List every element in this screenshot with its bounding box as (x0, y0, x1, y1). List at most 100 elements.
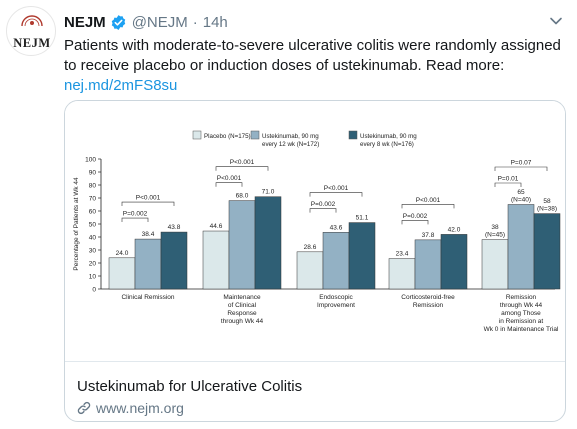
bar-value-label: 42.0 (448, 226, 461, 233)
timestamp[interactable]: 14h (202, 13, 228, 31)
legend-label: Ustekinumab, 90 mg (360, 133, 417, 140)
chart-bar (322, 232, 350, 290)
card-domain-text: www.nejm.org (96, 400, 184, 416)
significance-bracket (121, 217, 149, 223)
y-tick-label: 50 (89, 221, 97, 228)
significance-bracket (215, 182, 243, 187)
significance-bracket (121, 201, 175, 207)
p-value-label: P=0.002 (123, 211, 148, 218)
tweet-header: NEJM @NEJM · 14h (64, 12, 228, 32)
category-label: among Those (501, 310, 541, 317)
tweet-link[interactable]: nej.md/2mFS8su (64, 77, 178, 94)
bar-value-label: 43.6 (330, 224, 343, 231)
category-label: Remission (506, 294, 537, 301)
chart-bar (134, 238, 162, 290)
p-value-label: P<0.001 (136, 195, 161, 202)
bar-value-label: 43.8 (168, 224, 181, 231)
p-value-label: P<0.001 (324, 185, 349, 192)
legend-label: Ustekinumab, 90 mg (262, 133, 319, 140)
bar-value-label: 51.1 (356, 215, 369, 222)
chart-bar (228, 200, 256, 290)
legend-label: every 12 wk (N=172) (262, 141, 319, 148)
avatar[interactable]: NEJM (6, 6, 56, 56)
p-value-label: P<0.001 (230, 159, 255, 166)
bar-value-label: 58 (543, 198, 551, 205)
chart-bar (254, 196, 282, 290)
y-tick-label: 100 (85, 156, 96, 163)
category-label: Corticosteroid-free (401, 294, 455, 301)
card-domain[interactable]: www.nejm.org (77, 400, 184, 416)
category-label: Remission (413, 302, 444, 309)
category-label: of Clinical (228, 302, 257, 309)
y-tick-label: 70 (89, 195, 97, 202)
chart-bar (348, 222, 376, 290)
legend-swatch (250, 130, 260, 140)
bar-value-label: 44.6 (210, 223, 223, 230)
chart-bar (533, 213, 561, 290)
chart-image: 0 10 20 30 40 50 60 70 80 90 100 Percentage of Pati… (65, 101, 565, 361)
bar-value-label: 38 (491, 224, 499, 231)
card-divider (65, 361, 565, 362)
significance-bracket (401, 220, 429, 225)
significance-bracket (401, 204, 455, 209)
tweet-text-line: Patients with moderate-to-severe ulcerat… (64, 37, 561, 54)
category-label: Endoscopic (319, 294, 353, 301)
bar-value-label: (N=40) (511, 197, 531, 204)
bar-value-label: 38.4 (142, 231, 155, 238)
y-tick-label: 0 (92, 286, 96, 293)
verified-badge-icon (111, 14, 125, 30)
y-tick-label: 90 (89, 169, 97, 176)
user-handle[interactable]: @NEJM (131, 13, 188, 31)
bar-value-label: 28.6 (304, 244, 317, 251)
chart-bar (160, 231, 188, 290)
bar-value-label: 65 (517, 189, 525, 196)
chart-bar (481, 239, 509, 290)
bar-value-label: 23.4 (396, 251, 409, 258)
legend-label: every 8 wk (N=176) (360, 141, 414, 148)
category-label: through Wk 44 (500, 302, 543, 309)
display-name[interactable]: NEJM (64, 13, 106, 31)
seal-logo (21, 15, 43, 27)
significance-bracket (494, 166, 548, 171)
y-tick-label: 80 (89, 182, 97, 189)
chevron-down-icon[interactable] (549, 14, 563, 28)
avatar-wordmark: NEJM (13, 36, 51, 50)
chart-bar (440, 234, 468, 290)
bar-value-label: 71.0 (262, 189, 275, 196)
p-value-label: P=0.002 (311, 201, 336, 208)
p-value-label: P<0.001 (217, 175, 242, 182)
y-tick-label: 40 (89, 234, 97, 241)
separator-dot: · (192, 13, 198, 31)
category-label: Maintenance (223, 294, 261, 301)
chart-bar (202, 230, 230, 290)
bar-value-label: (N=45) (485, 232, 505, 239)
category-label: in Remission at (499, 318, 544, 325)
category-label: Clinical Remission (121, 294, 174, 301)
significance-bracket (309, 208, 337, 213)
chart-bar (414, 239, 442, 290)
y-axis-label: Percentage of Patients at Wk 44 (73, 177, 80, 271)
chart-bar (108, 257, 136, 290)
bar-value-label: 24.0 (116, 250, 129, 257)
bar-value-label: 37.8 (422, 232, 435, 239)
legend-swatch (348, 130, 358, 140)
category-label: through Wk 44 (221, 318, 264, 325)
chart-bar (507, 204, 535, 290)
category-label: Improvement (317, 302, 355, 309)
significance-bracket (309, 192, 363, 197)
card-title[interactable]: Ustekinumab for Ulcerative Colitis (77, 378, 303, 395)
legend-label: Placebo (N=175) (204, 133, 251, 140)
y-tick-label: 10 (89, 273, 97, 280)
tweet-text: Patients with moderate-to-severe ulcerat… (64, 36, 564, 96)
significance-bracket (215, 166, 269, 171)
y-tick-label: 60 (89, 208, 97, 215)
p-value-label: P=0.002 (403, 213, 428, 220)
chart-bar (388, 258, 416, 290)
link-card[interactable]: 0 10 20 30 40 50 60 70 80 90 100 Percentage of Pati… (64, 100, 566, 422)
y-tick-label: 20 (89, 260, 97, 267)
category-label: Response (227, 310, 257, 317)
bar-value-label: (N=38) (537, 206, 557, 213)
tweet-text-line: to receive placebo or induction doses of… (64, 57, 505, 74)
p-value-label: P<0.001 (416, 197, 441, 204)
chart-bar (296, 251, 324, 290)
